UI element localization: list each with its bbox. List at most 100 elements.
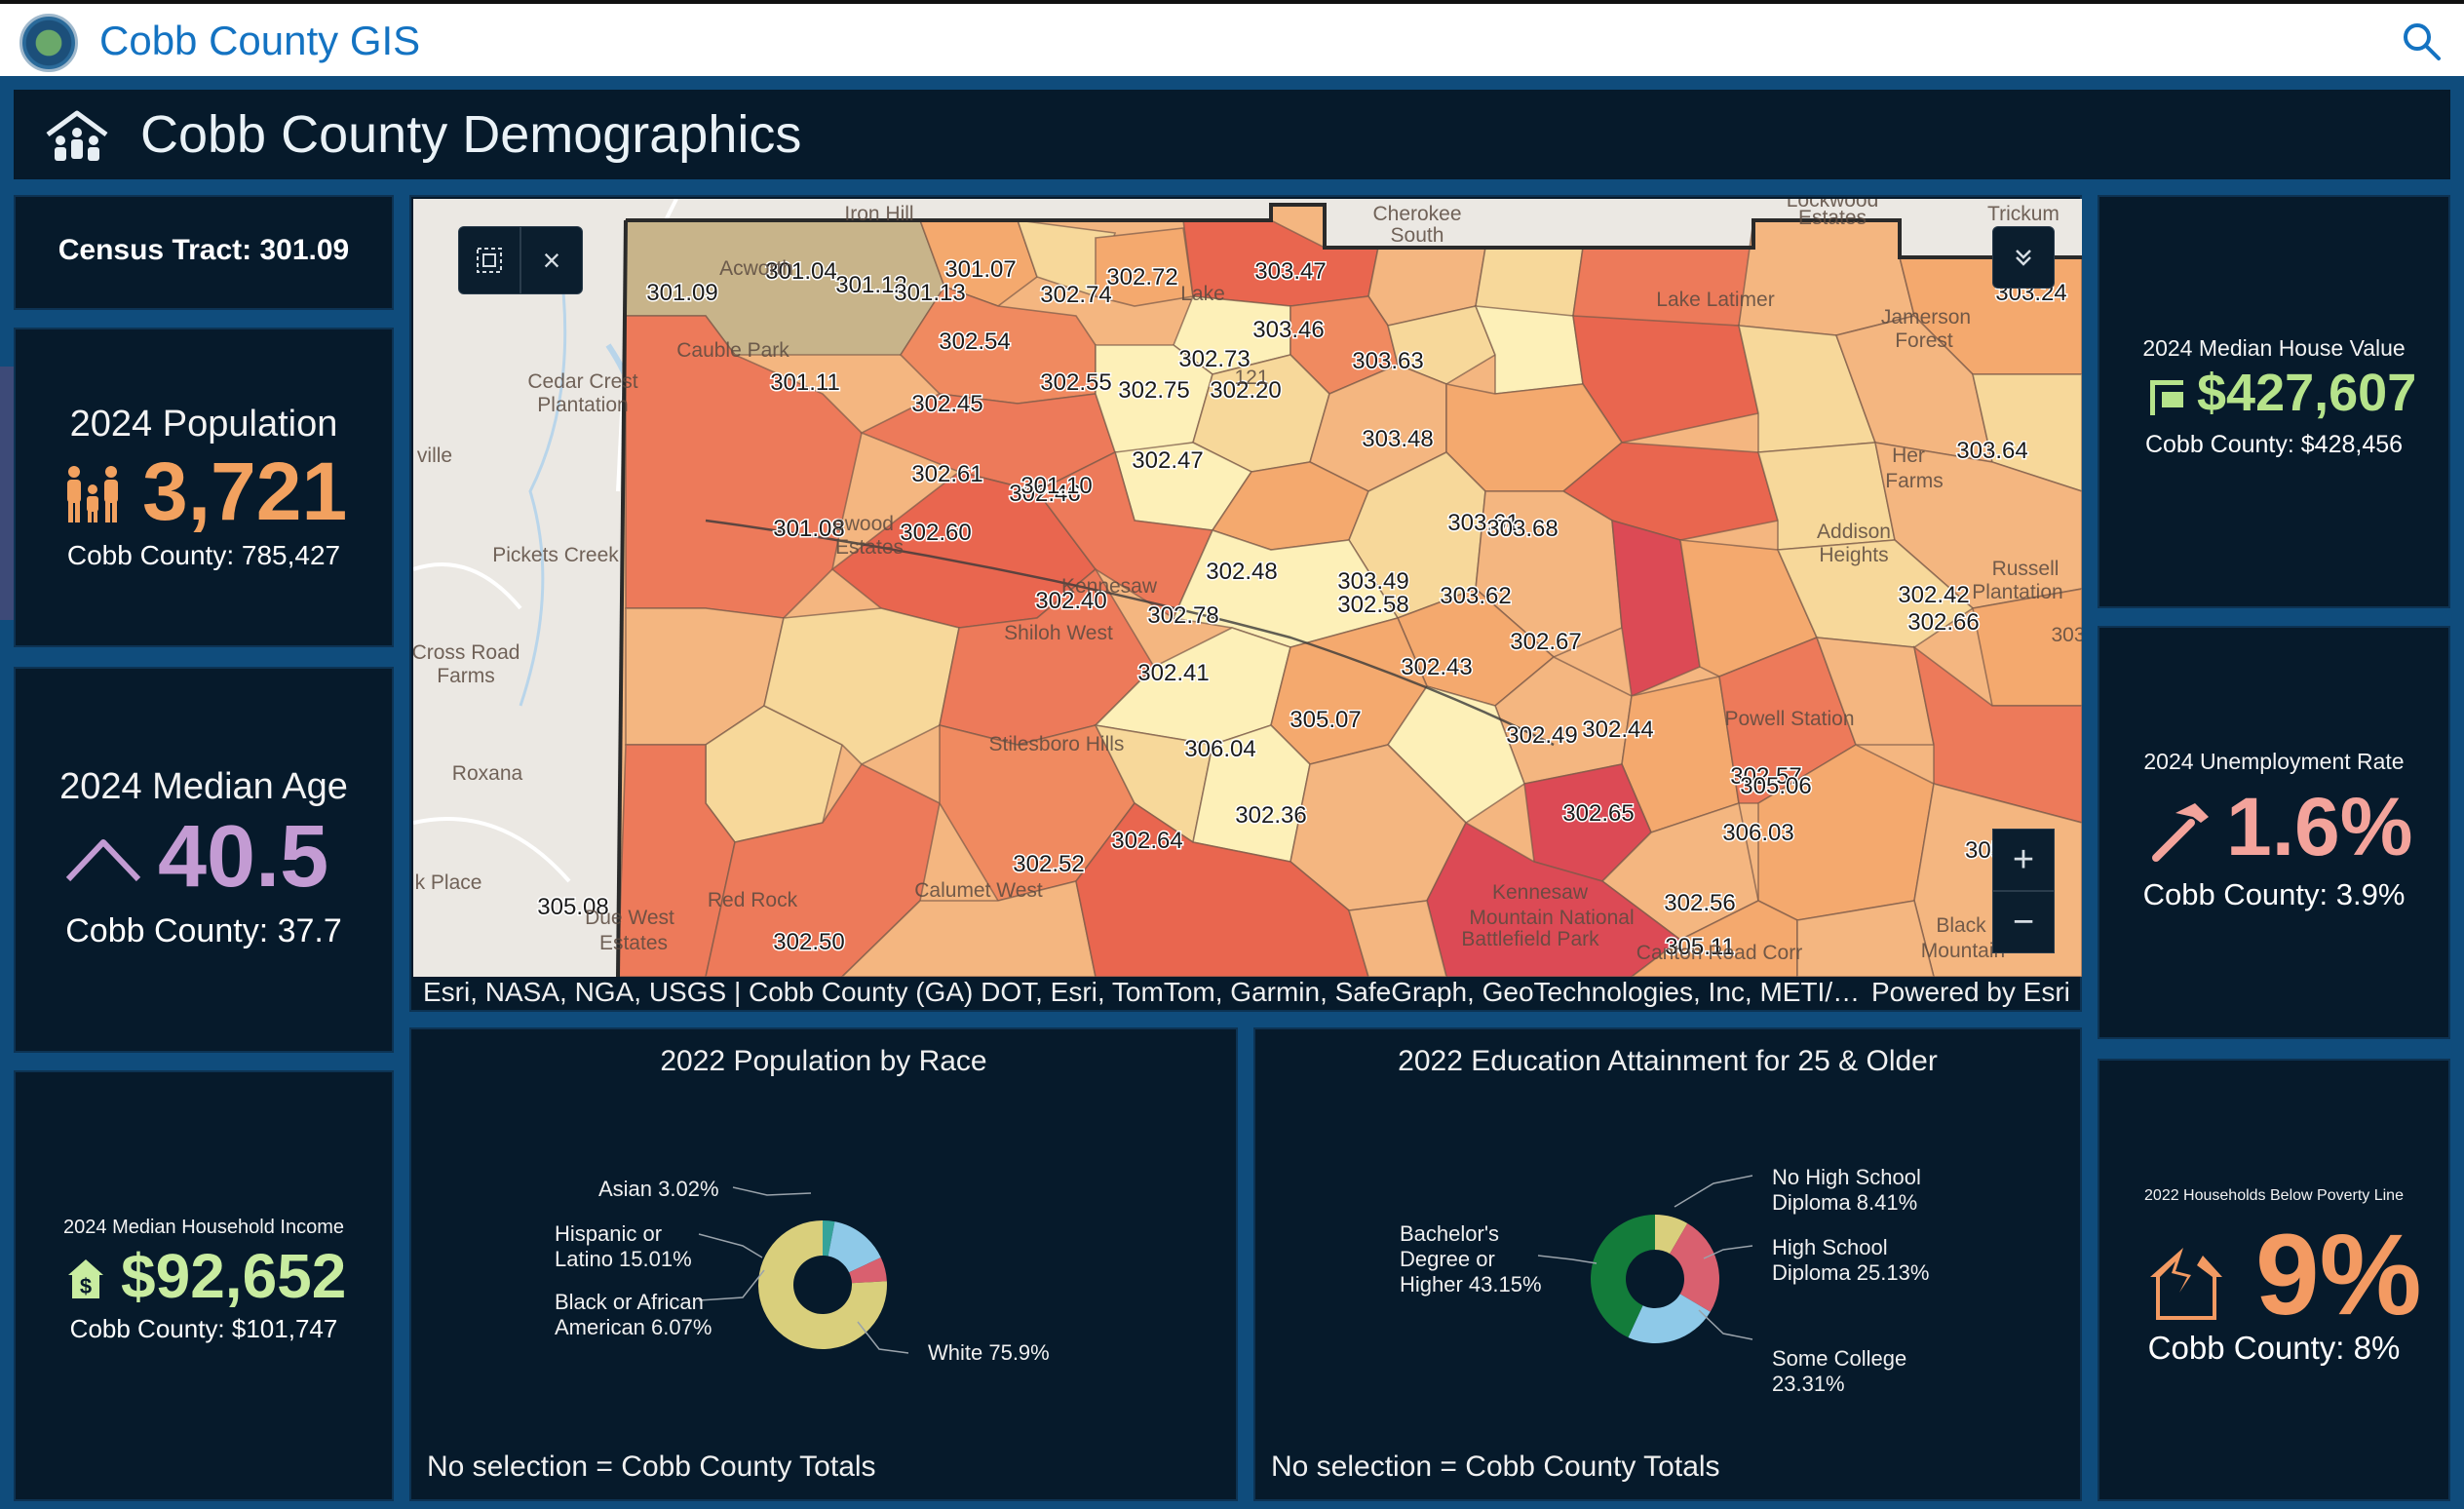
tract-label: 302.75 bbox=[1118, 377, 1189, 404]
place-label: Calumet West bbox=[914, 879, 1043, 902]
poverty-panel: 2022 Households Below Poverty Line 9% Co… bbox=[2098, 1059, 2450, 1501]
median-age-title: 2024 Median Age bbox=[59, 766, 348, 807]
tract-label: 302.52 bbox=[1013, 851, 1084, 877]
tract-label: 302.54 bbox=[939, 329, 1010, 355]
house-value-panel: 2024 Median House Value $427,607 Cobb Co… bbox=[2098, 195, 2450, 608]
place-label: Due West bbox=[585, 907, 674, 929]
donut-slice-some-college[interactable] bbox=[1628, 1294, 1711, 1343]
tract-label: 302.44 bbox=[1582, 716, 1653, 743]
donut-slice-black-or-african-american[interactable] bbox=[849, 1258, 887, 1284]
tract-label: 302.36 bbox=[1235, 802, 1306, 829]
place-label: Cross Road bbox=[413, 641, 520, 664]
leader-line bbox=[732, 1186, 812, 1196]
tract-label: 302.49 bbox=[1506, 722, 1577, 749]
powered-by-esri[interactable]: Powered by Esri bbox=[1871, 977, 2070, 1007]
tract-label: 305.08 bbox=[537, 894, 608, 920]
donut-slice-high-school-diploma[interactable] bbox=[1670, 1223, 1719, 1312]
race-label-hispanic-2: Latino 15.01% bbox=[555, 1247, 692, 1271]
race-label-black-1: Black or African bbox=[555, 1290, 704, 1314]
place-label: Farms bbox=[1885, 470, 1944, 492]
tract-label: 302.78 bbox=[1147, 602, 1218, 629]
education-chart-title: 2022 Education Attainment for 25 & Older bbox=[1398, 1045, 1938, 1077]
svg-text:$: $ bbox=[80, 1274, 92, 1298]
close-button[interactable]: × bbox=[520, 226, 583, 294]
population-county: Cobb County: 785,427 bbox=[66, 540, 341, 570]
donut-slice-hispanic-or-latino[interactable] bbox=[828, 1221, 881, 1273]
tract-label: 302.57 bbox=[1730, 763, 1801, 790]
place-label: Heights bbox=[1819, 544, 1888, 566]
place-label: Forest bbox=[1895, 329, 1953, 352]
zoom-in-icon: + bbox=[2012, 838, 2035, 880]
unemployment-panel: 2024 Unemployment Rate 1.6% Cobb County:… bbox=[2098, 626, 2450, 1039]
tract-label: 302.46 bbox=[1009, 481, 1080, 507]
census-tract-label: Census Tract: 301.09 bbox=[58, 234, 350, 266]
place-label: Estates bbox=[835, 536, 904, 559]
edu-label-college-1: Some College bbox=[1772, 1346, 1907, 1371]
donut-slice-asian[interactable] bbox=[823, 1220, 835, 1257]
income-value: $92,652 bbox=[121, 1241, 347, 1311]
tract-label: 303.68 bbox=[1486, 516, 1558, 542]
unemployment-title: 2024 Unemployment Rate bbox=[2143, 749, 2405, 774]
tract-label: 303.62 bbox=[1440, 583, 1511, 609]
zoom-in-button[interactable]: + bbox=[1992, 829, 2055, 891]
place-label: Lake bbox=[1180, 283, 1225, 305]
side-accent-bar bbox=[0, 367, 14, 620]
place-label: Powell Station bbox=[1724, 708, 1854, 730]
place-label: 121 bbox=[1234, 367, 1268, 389]
tract-label: 301.07 bbox=[944, 256, 1016, 283]
place-label: Pickets Creek bbox=[492, 544, 619, 566]
place-label: Lockwood bbox=[1787, 199, 1879, 212]
layer-list-button[interactable] bbox=[458, 226, 520, 294]
edu-label-nohs-2: Diploma 8.41% bbox=[1772, 1190, 1918, 1215]
edu-label-hs-2: Diploma 25.13% bbox=[1772, 1260, 1930, 1285]
tract-label: 301.10 bbox=[1020, 473, 1092, 499]
chevron-double-down-icon bbox=[2016, 250, 2031, 266]
census-tract-map[interactable]: 301.04 301.12 301.13 301.07 302.74 302.72 303.… bbox=[413, 199, 2082, 977]
tract-label: 301.13 bbox=[894, 280, 965, 306]
tract-label: 305.11 bbox=[1665, 934, 1735, 960]
house-sign-icon bbox=[2150, 380, 2183, 415]
education-donut-chart[interactable] bbox=[1255, 1029, 2084, 1503]
tract-label: 303.47 bbox=[1254, 258, 1326, 285]
map-attribution[interactable]: Esri, NASA, NGA, USGS | Cobb County (GA)… bbox=[423, 977, 1861, 1007]
place-label: Farms bbox=[437, 665, 495, 687]
app-title[interactable]: Cobb County GIS bbox=[99, 18, 421, 63]
edu-label-bach-3: Higher 43.15% bbox=[1400, 1272, 1542, 1296]
house-value-county: Cobb County: $428,456 bbox=[2144, 431, 2404, 458]
tract-label: 302.45 bbox=[911, 391, 982, 417]
race-donut-chart[interactable] bbox=[411, 1029, 1240, 1503]
place-label: Lake Latimer bbox=[1656, 289, 1774, 311]
place-label: Battlefield Park bbox=[1461, 928, 1599, 950]
leader-line bbox=[1537, 1255, 1598, 1264]
tract-label: 302.60 bbox=[900, 520, 971, 546]
donut-slice-no-high-school-diploma[interactable] bbox=[1655, 1215, 1688, 1255]
unemployment-county: Cobb County: 3.9% bbox=[2142, 877, 2406, 911]
zoom-out-button[interactable]: − bbox=[1992, 891, 2055, 953]
place-label: Estates bbox=[599, 932, 668, 954]
map-select-icon bbox=[477, 248, 502, 273]
donut-slice-white[interactable] bbox=[758, 1220, 887, 1349]
unemployment-value: 1.6% bbox=[2226, 781, 2413, 872]
county-seal-icon[interactable] bbox=[19, 14, 78, 72]
education-chart-footer: No selection = Cobb County Totals bbox=[1271, 1451, 1720, 1483]
place-label: ewood bbox=[833, 513, 894, 535]
place-label: Russell bbox=[1992, 558, 2060, 580]
place-label: Black bbox=[1936, 914, 1986, 937]
place-label: Jamerson bbox=[1881, 306, 1971, 329]
tract-label: 301.09 bbox=[646, 280, 717, 306]
page-title: Cobb County Demographics bbox=[140, 105, 802, 164]
expand-button[interactable] bbox=[1992, 226, 2055, 289]
tract-label: 302.72 bbox=[1106, 264, 1177, 290]
search-icon[interactable] bbox=[2400, 19, 2443, 62]
tract-label: 301.12 bbox=[835, 272, 906, 298]
income-panel: 2024 Median Household Income $ $92,652 C… bbox=[14, 1070, 394, 1501]
poverty-county: Cobb County: 8% bbox=[2147, 1330, 2401, 1366]
donut-slice-bachelor-s-degree-or-higher[interactable] bbox=[1591, 1215, 1655, 1337]
tract-label: 303.48 bbox=[1362, 426, 1433, 452]
zoom-out-icon: − bbox=[2012, 901, 2035, 943]
edu-label-bach-2: Degree or bbox=[1400, 1247, 1495, 1271]
tract-label: 302.40 bbox=[1035, 588, 1106, 614]
place-label: Her bbox=[1892, 445, 1925, 467]
tract-label: 302.61 bbox=[911, 461, 982, 487]
